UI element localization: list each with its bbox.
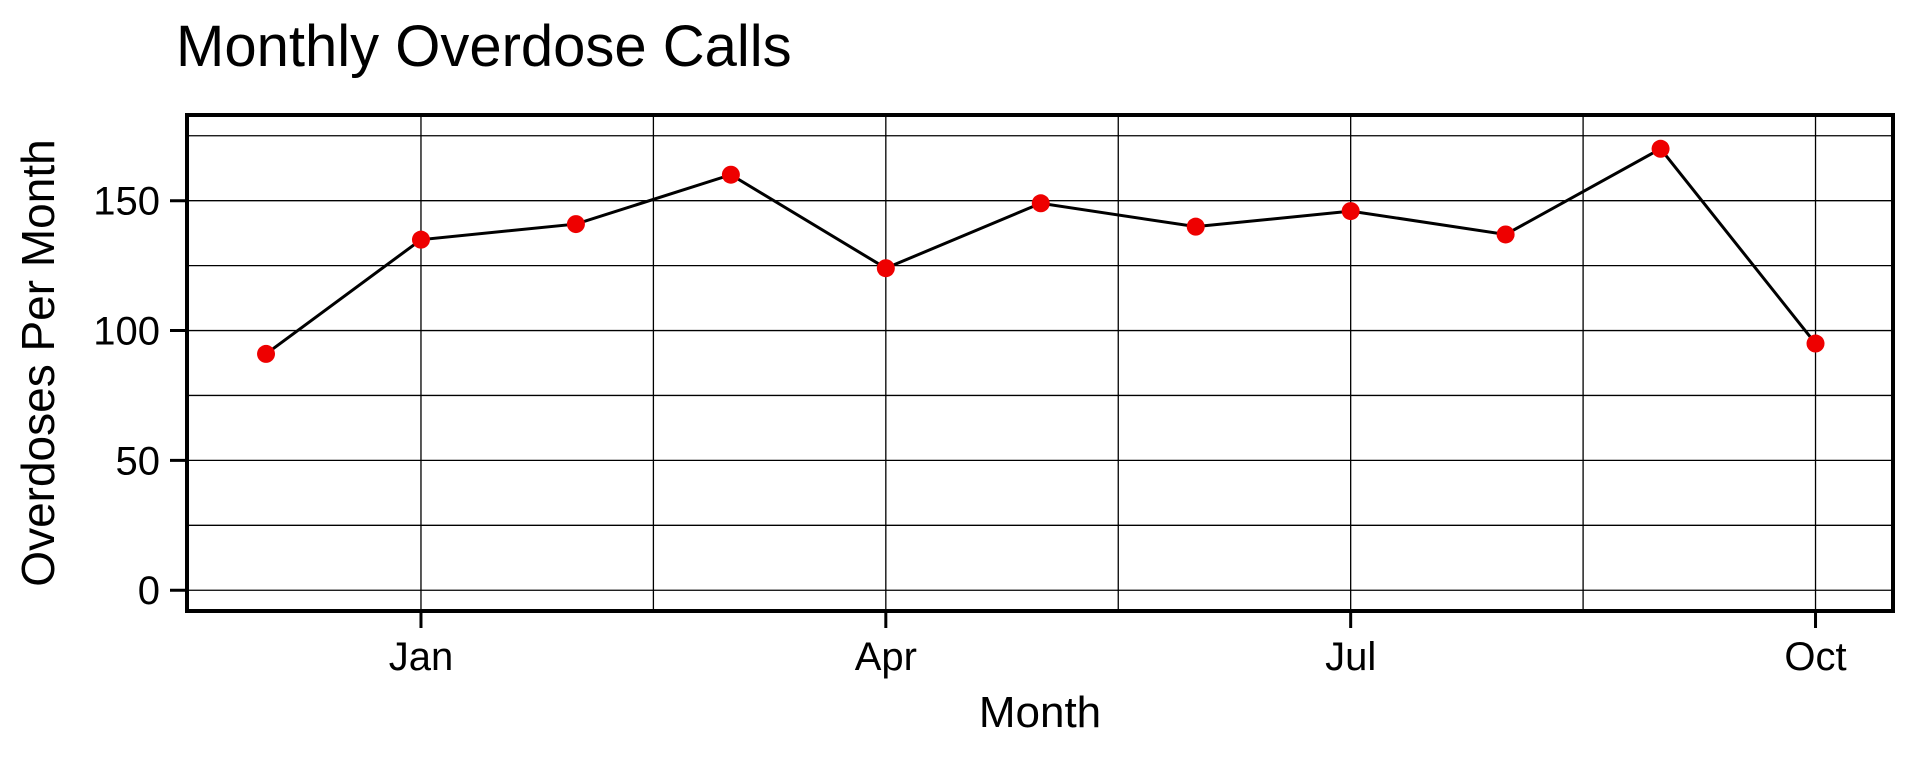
- data-point: [876, 259, 895, 278]
- x-tick-label: Apr: [855, 635, 917, 679]
- y-tick-label: 50: [116, 439, 161, 483]
- data-point: [1806, 334, 1825, 353]
- x-tick-label: Oct: [1784, 635, 1846, 679]
- data-point: [1186, 217, 1205, 236]
- chart-title: Monthly Overdose Calls: [176, 14, 792, 79]
- data-point: [1031, 194, 1050, 213]
- y-tick-label: 100: [93, 310, 160, 354]
- data-point: [1496, 225, 1515, 244]
- data-point: [566, 215, 585, 234]
- x-tick-label: Jan: [389, 635, 454, 679]
- data-point: [1651, 139, 1670, 158]
- x-tick-label: Jul: [1325, 635, 1376, 679]
- data-point: [257, 344, 276, 363]
- y-tick-label: 0: [138, 569, 160, 613]
- y-tick-label: 150: [93, 180, 160, 224]
- data-point: [411, 230, 430, 249]
- plot-border: [185, 113, 1895, 613]
- x-axis-label: Month: [978, 688, 1102, 737]
- data-point: [1341, 202, 1360, 221]
- data-point: [721, 165, 740, 184]
